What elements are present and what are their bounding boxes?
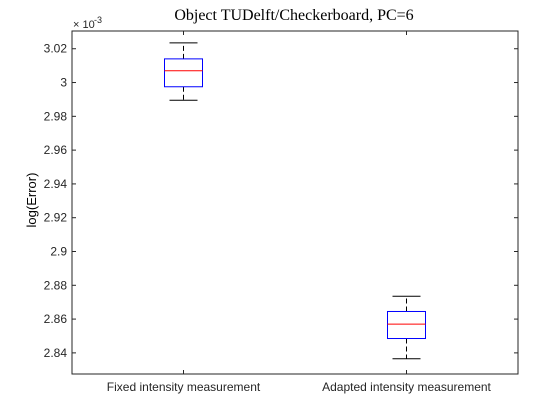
- y-tick-label: 2.9: [50, 245, 67, 259]
- y-tick-label: 3: [60, 76, 67, 90]
- y-tick-label: 2.88: [44, 278, 68, 292]
- box-iqr: [387, 310, 426, 340]
- x-tick-label: Adapted intensity measurement: [322, 380, 491, 394]
- y-tick-label: 2.96: [44, 143, 68, 157]
- y-tick-label: 3.02: [44, 42, 68, 56]
- plot-area: 2.84 2.86 2.88 2.9 2.92 2.94 2.96 2.98 3 3.02 Fixe…: [44, 30, 519, 394]
- y-tick-label: 2.98: [44, 109, 68, 123]
- y-axis-label: log(Error): [24, 173, 39, 228]
- y-tick-label: 2.94: [44, 177, 68, 191]
- y-tick-label: 2.92: [44, 211, 68, 225]
- y-exponent-base: × 10: [73, 19, 95, 31]
- x-tick-label: Fixed intensity measurement: [107, 380, 261, 394]
- box-iqr: [164, 58, 203, 88]
- y-tick-label: 2.84: [44, 346, 68, 360]
- y-exponent-power: -3: [94, 15, 102, 25]
- y-tick-label: 2.86: [44, 312, 68, 326]
- chart-title: Object TUDelft/Checkerboard, PC=6: [174, 7, 413, 24]
- axes-frame: [71, 30, 519, 375]
